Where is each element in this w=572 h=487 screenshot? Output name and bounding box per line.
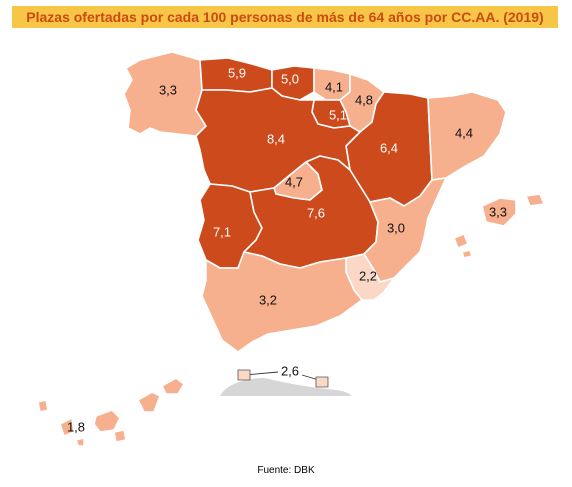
label-castilla-la-mancha: 7,6 [307,205,325,220]
region-baleares-mallorca[interactable] [481,197,517,227]
label-castilla-leon: 8,4 [267,131,285,146]
label-ceuta-melilla: 2,6 [281,363,299,378]
region-andalucia[interactable] [201,251,363,353]
ceuta-melilla-marker[interactable] [237,369,329,388]
region-ceuta[interactable] [237,369,251,381]
label-valenciana: 3,0 [387,220,405,235]
label-andalucia: 3,2 [259,292,277,307]
label-madrid: 4,7 [285,174,303,189]
region-baleares-formentera[interactable] [461,249,473,259]
label-murcia: 2,2 [359,268,377,283]
source-note: Fuente: DBK [257,465,315,476]
label-extremadura: 7,1 [213,224,231,239]
label-canarias: 1,8 [67,419,85,434]
region-valenciana[interactable] [363,177,447,283]
label-baleares: 3,3 [489,204,507,219]
label-la-rioja: 5,1 [329,107,347,122]
region-canarias[interactable] [37,377,185,447]
label-aragon: 6,4 [380,140,398,155]
region-baleares-ibiza[interactable] [453,233,469,249]
label-navarra: 4,8 [355,92,373,107]
region-melilla[interactable] [315,376,329,388]
map-title: Plazas ofertadas por cada 100 personas d… [12,6,558,28]
label-cantabria: 5,0 [281,71,299,86]
africa-strip [220,378,352,396]
label-cataluna: 4,4 [455,125,473,140]
label-pais-vasco: 4,1 [325,79,343,94]
label-galicia: 3,3 [159,82,177,97]
region-baleares-menorca[interactable] [525,193,545,207]
label-asturias: 5,9 [228,65,246,80]
region-cataluna[interactable] [427,91,507,181]
